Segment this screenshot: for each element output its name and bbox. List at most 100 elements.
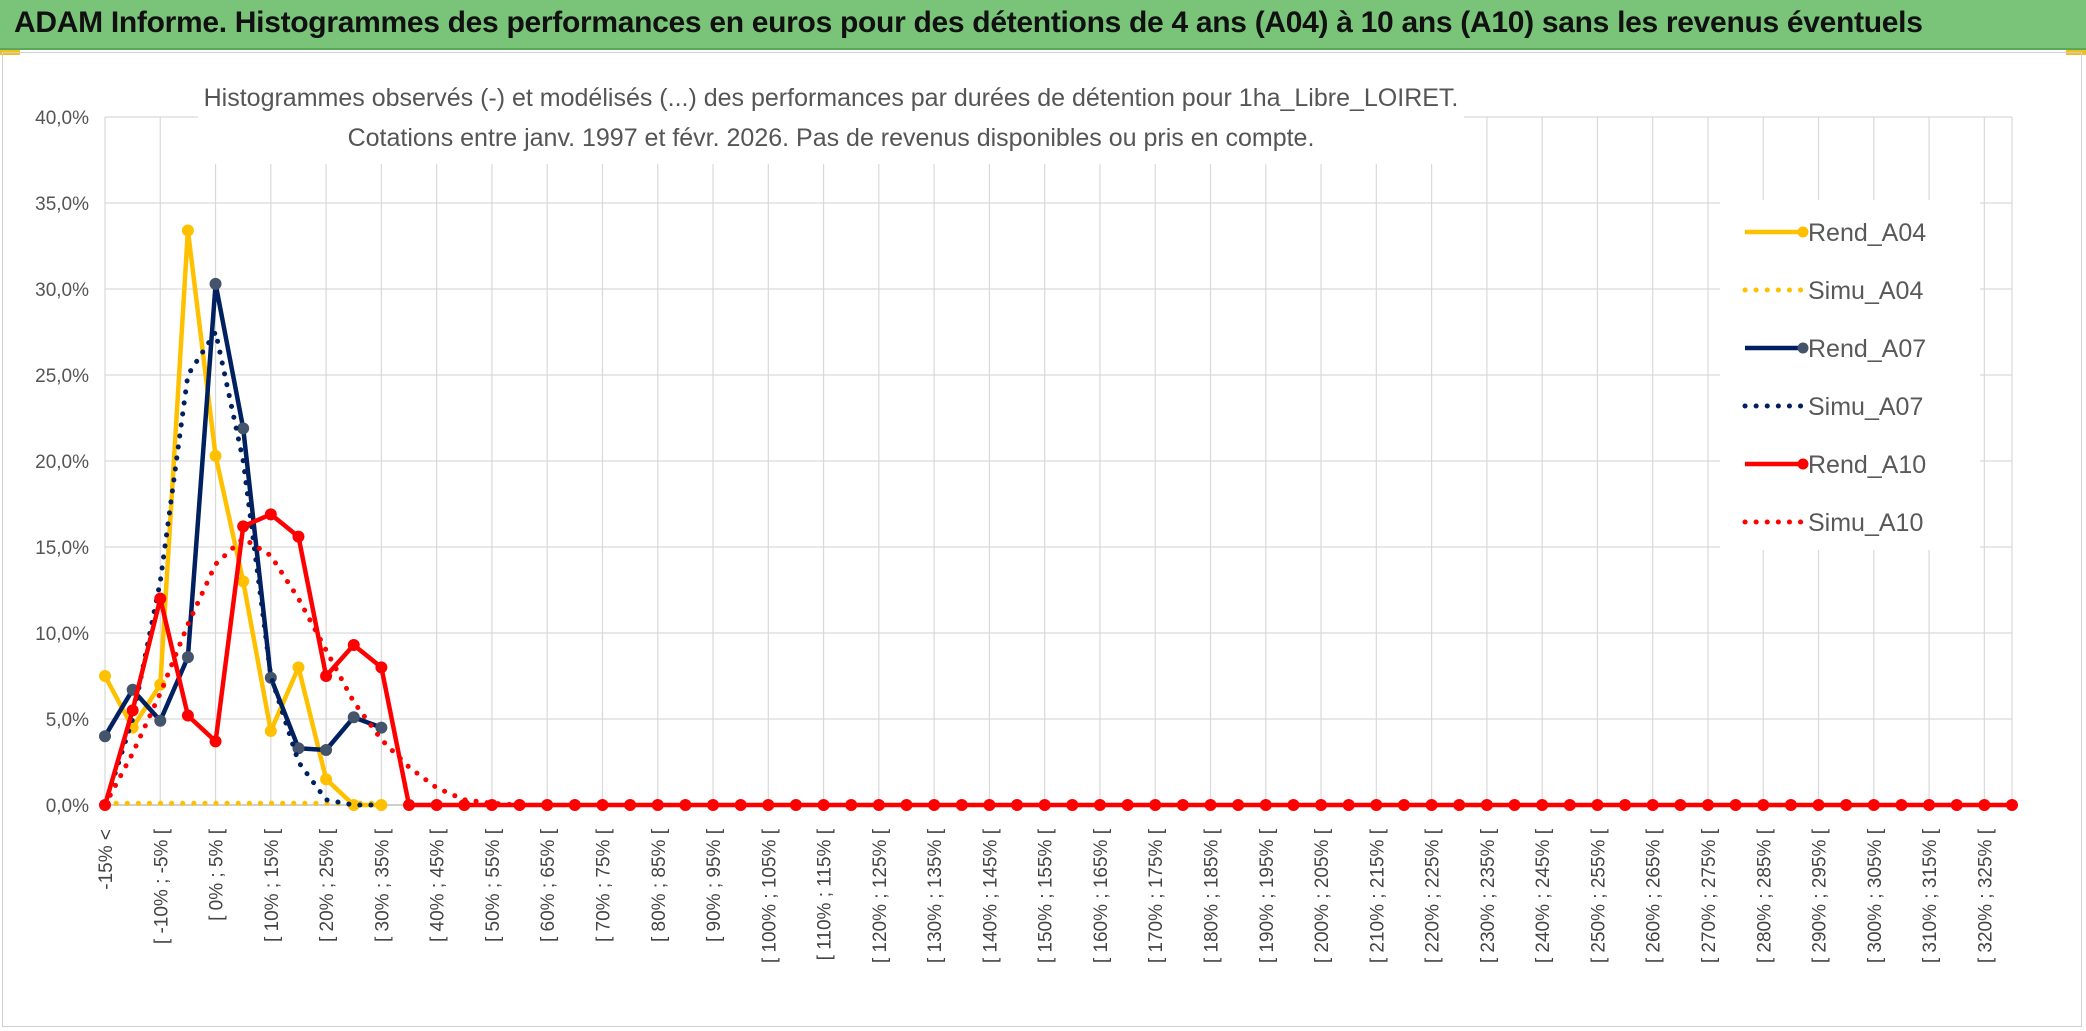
x-tick-label: [ 290% ; 295% [ <box>1810 828 1831 963</box>
data-point <box>181 651 194 664</box>
data-point <box>1480 799 1493 811</box>
x-tick-label: [ 110% ; 115% [ <box>815 828 836 960</box>
data-point <box>707 799 720 811</box>
data-point <box>900 799 913 811</box>
chart-grid <box>104 116 2013 806</box>
data-point <box>1066 799 1079 811</box>
data-point <box>1342 799 1355 811</box>
data-point <box>1895 799 1908 811</box>
x-tick-label: [ 160% ; 165% [ <box>1091 828 1112 963</box>
series-line-simu_a07 <box>102 329 384 808</box>
data-point <box>1950 799 1963 811</box>
chart-frame <box>2 52 2082 1027</box>
legend-marker <box>1797 226 1809 238</box>
data-point <box>1840 799 1853 811</box>
x-tick-label: [ 170% ; 175% [ <box>1146 828 1167 963</box>
x-tick-label: [ 300% ; 305% [ <box>1865 828 1886 963</box>
y-tick-label: 30,0% <box>35 280 89 301</box>
data-point <box>596 799 609 811</box>
data-point <box>264 725 277 738</box>
y-axis-ticks: 0,0% 5,0% 10,0% 15,0% 20,0% 25,0% 30,0% 35,0% 40… <box>35 108 89 817</box>
x-tick-label: [ 250% ; 255% [ <box>1588 828 1609 963</box>
data-point <box>1729 799 1742 811</box>
x-tick-label: [ 240% ; 245% [ <box>1533 828 1554 963</box>
data-point <box>983 799 996 811</box>
x-tick-label: [ 310% ; 315% [ <box>1920 828 1941 963</box>
x-tick-label: [ 30% ; 35% [ <box>372 828 393 942</box>
data-point <box>154 714 167 727</box>
data-point <box>845 799 858 811</box>
data-point <box>1149 799 1162 811</box>
data-point <box>375 661 388 674</box>
data-point <box>513 799 526 811</box>
data-point <box>320 670 333 682</box>
y-tick-label: 10,0% <box>35 624 89 645</box>
y-tick-label: 35,0% <box>35 194 89 215</box>
data-point <box>1370 799 1383 811</box>
legend-background <box>1720 200 1980 550</box>
data-point <box>237 520 250 533</box>
x-tick-label: [ 260% ; 265% [ <box>1644 828 1665 963</box>
x-tick-label: [ 140% ; 145% [ <box>980 828 1001 963</box>
x-tick-label: [ 90% ; 95% [ <box>704 828 725 942</box>
x-tick-label: [ 320% ; 325% [ <box>1975 828 1996 963</box>
data-point <box>1259 799 1272 811</box>
x-axis-ticks: -15% < [ -10% ; -5% [[ 0% ; 5% [[ 10% ; 1… <box>96 828 1996 963</box>
data-point <box>320 773 333 786</box>
legend-label: Simu_A07 <box>1808 393 1923 421</box>
data-point <box>264 508 277 521</box>
x-tick-label: [ 120% ; 125% [ <box>870 828 891 963</box>
x-tick-label: [ 230% ; 235% [ <box>1478 828 1499 963</box>
x-tick-label: [ 80% ; 85% [ <box>649 828 670 942</box>
data-point <box>1093 799 1106 811</box>
data-point <box>209 449 222 462</box>
data-point <box>1038 799 1051 811</box>
series-line-rend_a10 <box>102 512 2012 808</box>
chart-title: Histogrammes observés (-) et modélisés (… <box>204 84 1459 112</box>
data-point <box>1536 799 1549 811</box>
x-tick-label: [ 0% ; 5% [ <box>207 828 228 921</box>
chart-series <box>99 224 2018 811</box>
x-tick-label: [ 200% ; 205% [ <box>1312 828 1333 963</box>
data-point <box>375 721 388 734</box>
data-point <box>1176 799 1189 811</box>
data-point <box>1121 799 1134 811</box>
report-banner: ADAM Informe. Histogrammes des performan… <box>0 0 2086 50</box>
x-tick-label: [ 270% ; 275% [ <box>1699 828 1720 963</box>
x-tick-label: [ 20% ; 25% [ <box>317 828 338 942</box>
data-point <box>1867 799 1880 811</box>
data-point <box>1204 799 1217 811</box>
data-point <box>99 730 111 743</box>
data-point <box>1701 799 1714 811</box>
data-point <box>237 575 250 588</box>
data-point <box>2006 799 2018 811</box>
data-point <box>1508 799 1521 811</box>
data-point <box>347 711 360 724</box>
x-tick-label: [ 210% ; 215% [ <box>1367 828 1388 963</box>
x-tick-label: [ 180% ; 185% [ <box>1202 828 1223 963</box>
x-tick-label: -15% < <box>96 829 117 890</box>
legend-label: Simu_A10 <box>1808 509 1923 537</box>
data-point <box>1591 799 1604 811</box>
data-point <box>126 704 139 717</box>
y-tick-label: 15,0% <box>35 538 89 559</box>
data-point <box>1757 799 1770 811</box>
data-point <box>1315 799 1328 811</box>
data-point <box>1646 799 1659 811</box>
data-point <box>1287 799 1300 811</box>
legend-label: Simu_A04 <box>1808 277 1923 305</box>
data-point <box>872 799 885 811</box>
chart-legend: Rend_A04 Simu_A04 Rend_A07 Simu_A07 Rend_A10… <box>1720 200 1980 550</box>
x-tick-label: [ 190% ; 195% [ <box>1257 828 1278 963</box>
data-point <box>209 735 222 748</box>
report-title: ADAM Informe. Histogrammes des performan… <box>14 6 1923 39</box>
x-tick-label: [ 220% ; 225% [ <box>1423 828 1444 963</box>
data-point <box>1397 799 1410 811</box>
y-tick-label: 20,0% <box>35 452 89 473</box>
data-point <box>430 799 443 811</box>
legend-marker <box>1797 342 1809 354</box>
data-point <box>1978 799 1991 811</box>
x-tick-label: [ 70% ; 75% [ <box>593 828 614 942</box>
x-tick-label: [ 60% ; 65% [ <box>538 828 559 942</box>
data-point <box>1619 799 1632 811</box>
